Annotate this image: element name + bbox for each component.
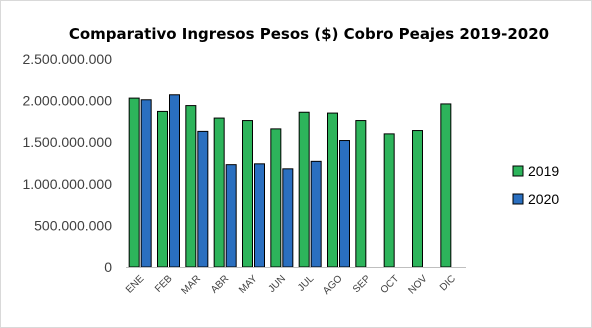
x-tick-label: DIC: [438, 273, 458, 293]
bar-2019-abr: [213, 117, 225, 268]
x-tick-label: AGO: [321, 273, 345, 297]
x-tick-label: ENE: [124, 273, 147, 296]
bar-2019-feb: [157, 110, 168, 268]
x-tick-label: JUL: [296, 273, 317, 294]
y-axis-ticks: 0 500.000.000 1.000.000.000 1.500.000.000 2.…: [22, 51, 112, 275]
y-tick-label: 1.500.000.000: [22, 134, 112, 150]
bar-2020-jun: [282, 168, 294, 268]
legend: 2019 2020: [512, 163, 559, 207]
bar-2019-ene: [128, 97, 140, 268]
legend-label-2020: 2020: [528, 191, 559, 207]
y-tick-label: 1.000.000.000: [22, 176, 112, 192]
x-axis-ticks: ENE FEB MAR ABR MAY JUN JUL AGO SEP OCT NOV DIC: [124, 273, 458, 297]
x-tick-label: FEB: [153, 273, 175, 295]
y-tick-label: 2.500.000.000: [22, 51, 112, 67]
y-tick-label: 0: [104, 259, 112, 275]
legend-swatch-2020: [512, 193, 524, 205]
bar-2019-sep: [355, 120, 367, 268]
x-tick-label: MAY: [237, 273, 260, 296]
bar-2020-jul: [310, 160, 322, 268]
bar-2019-nov: [412, 130, 423, 268]
x-tick-label: OCT: [379, 273, 402, 296]
bar-2020-ene: [140, 99, 152, 268]
bar-2019-jun: [270, 128, 282, 268]
bar-2019-may: [242, 120, 253, 268]
legend-label-2019: 2019: [528, 163, 559, 179]
bar-2020-mar: [197, 130, 209, 268]
bar-2020-ago: [339, 140, 350, 268]
x-tick-label: ABR: [209, 273, 231, 295]
bars-group: [128, 94, 452, 268]
bar-2019-mar: [185, 105, 197, 268]
y-tick-label: 2.000.000.000: [22, 93, 112, 109]
legend-swatch-2019: [512, 165, 524, 177]
bar-2019-jul: [298, 111, 310, 268]
x-tick-label: SEP: [351, 273, 373, 295]
chart-title: Comparativo Ingresos Pesos ($) Cobro Pea…: [69, 25, 549, 43]
bar-2020-feb: [169, 94, 180, 268]
bar-2020-abr: [225, 164, 237, 268]
bar-2020-may: [254, 163, 265, 268]
x-tick-label: JUN: [266, 273, 288, 295]
bar-2019-dic: [440, 103, 452, 268]
bar-2019-oct: [383, 133, 395, 268]
x-tick-label: MAR: [179, 273, 203, 297]
x-tick-label: NOV: [407, 273, 430, 296]
y-tick-label: 500.000.000: [34, 217, 112, 233]
bar-2019-ago: [327, 112, 338, 268]
